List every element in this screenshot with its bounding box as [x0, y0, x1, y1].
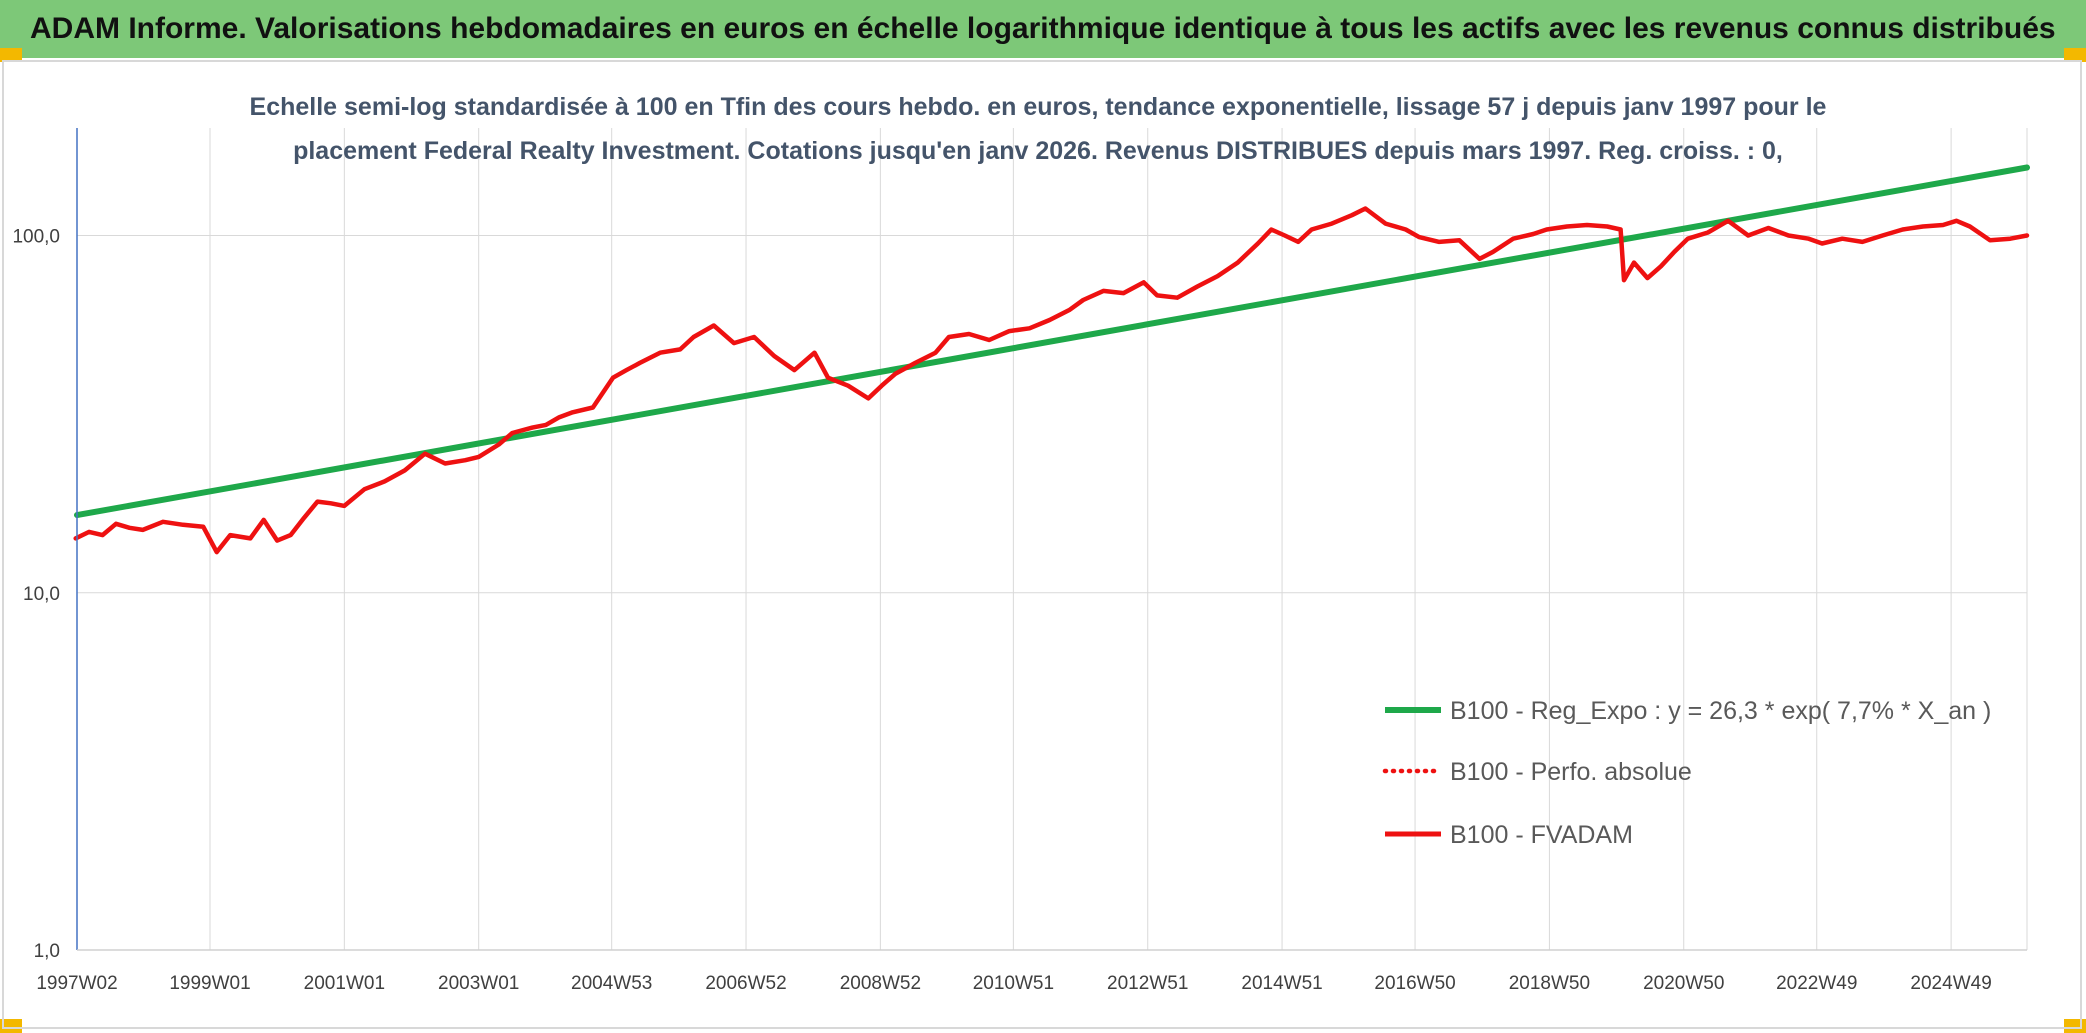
- x-tick-label: 1997W02: [36, 973, 117, 994]
- report-title: ADAM Informe. Valorisations hebdomadaire…: [30, 12, 2056, 45]
- corner-accent: [0, 1019, 22, 1033]
- x-tick-label: 2020W50: [1643, 973, 1724, 994]
- x-tick-label: 2003W01: [438, 973, 519, 994]
- chart-frame: [2, 60, 2082, 1029]
- series: [73, 164, 2030, 555]
- x-tick-label: 2012W51: [1107, 973, 1188, 994]
- x-tick-label: 2006W52: [705, 973, 786, 994]
- legend-label: B100 - FVADAM: [1450, 821, 1633, 849]
- axes: 1,0 10,0 100,0 1997W02 1999W01 2001W01 2003W01…: [12, 128, 2027, 994]
- x-tick-label: 2018W50: [1509, 973, 1590, 994]
- x-tick-label: 2001W01: [304, 973, 385, 994]
- corner-accent: [0, 48, 22, 62]
- chart-title: Echelle semi-log standardisée à 100 en T…: [250, 93, 1827, 165]
- corner-accent: [2064, 48, 2086, 62]
- legend: B100 - Reg_Expo : y = 26,3 * exp( 7,7% *…: [1382, 697, 1991, 849]
- legend-label: B100 - Perfo. absolue: [1450, 758, 1692, 786]
- y-tick-label: 10,0: [23, 584, 60, 605]
- grid: [76, 128, 2028, 951]
- y-tick-label: 1,0: [34, 941, 60, 962]
- x-tick-label: 2004W53: [571, 973, 652, 994]
- report-title-bar: ADAM Informe. Valorisations hebdomadaire…: [0, 0, 2086, 58]
- x-tick-label: 1999W01: [169, 973, 250, 994]
- x-tick-label: 2010W51: [973, 973, 1054, 994]
- trend-line: [74, 164, 2030, 519]
- x-tick-label: 2008W52: [840, 973, 921, 994]
- x-tick-label: 2024W49: [1910, 973, 1991, 994]
- fvadam-line: [73, 206, 2030, 555]
- chart-title-line-2: placement Federal Realty Investment. Cot…: [293, 137, 1783, 165]
- y-tick-label: 100,0: [12, 227, 60, 248]
- x-tick-label: 2016W50: [1374, 973, 1455, 994]
- legend-label: B100 - Reg_Expo : y = 26,3 * exp( 7,7% *…: [1450, 697, 1991, 725]
- x-tick-label: 2014W51: [1241, 973, 1322, 994]
- chart-title-line-1: Echelle semi-log standardisée à 100 en T…: [250, 93, 1827, 121]
- x-tick-label: 2022W49: [1776, 973, 1857, 994]
